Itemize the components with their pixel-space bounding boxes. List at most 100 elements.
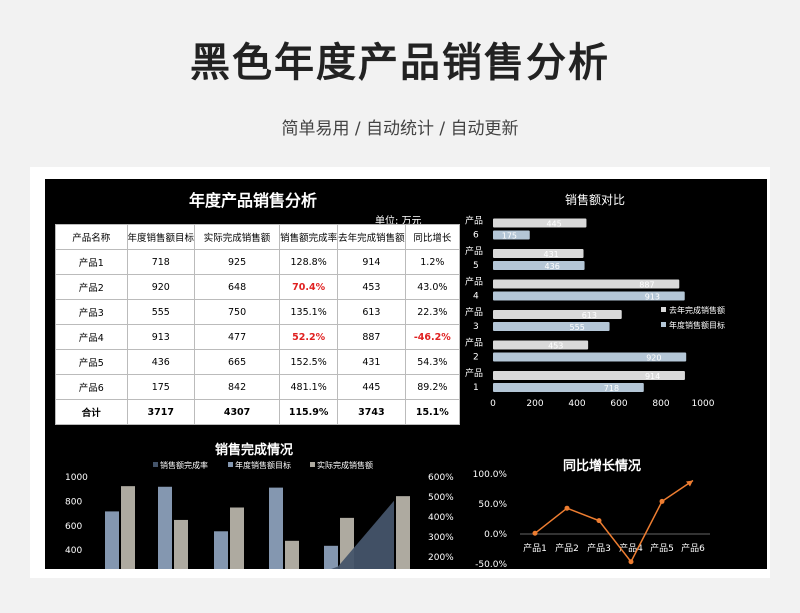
table-row: 产品3 555 750 135.1% 613 22.3%	[55, 299, 461, 325]
y-tick-label-right: 600%	[428, 473, 454, 483]
table-row: 产品5 436 665 152.5% 431 54.3%	[55, 349, 461, 375]
legend-label: 年度销售额目标	[669, 320, 725, 330]
completion-rate-area	[331, 500, 394, 569]
bar	[324, 545, 338, 569]
legend-label: 销售额完成率	[160, 460, 208, 470]
bar-value-label: 887	[639, 281, 654, 290]
bar	[493, 310, 622, 319]
x-tick-label: 产品2	[555, 542, 579, 554]
bar-value-label: 175	[502, 232, 517, 241]
bar	[493, 291, 685, 301]
x-tick-label: 400	[568, 399, 585, 409]
comparison-chart: 产品 1 914 718 产品 2 453 920 产品 3 613 555 产品 4 887 913 产品 5 4…	[465, 215, 725, 410]
bar-value-label: 555	[570, 323, 585, 332]
total-row: 合计 3717 4307 115.9% 3743 15.1%	[55, 399, 461, 425]
growth-line	[534, 479, 694, 564]
data-point	[596, 518, 602, 524]
bar-value-label: 436	[545, 262, 560, 271]
category-label: 1	[473, 383, 479, 393]
bar	[493, 279, 680, 289]
x-tick-label: 800	[652, 399, 669, 409]
x-tick-label: 200	[526, 399, 543, 409]
legend-swatch	[153, 462, 158, 467]
table-row: 产品2 920 648 70.4% 453 43.0%	[55, 274, 461, 300]
y-tick-label-right: 300%	[428, 533, 454, 543]
bar	[493, 352, 687, 362]
bar	[493, 371, 685, 380]
y-tick-label-right: 500%	[428, 493, 454, 503]
bar	[493, 249, 584, 258]
table-cell: 453	[337, 274, 406, 300]
column-header: 实际完成销售额	[194, 224, 281, 250]
data-point	[532, 530, 538, 536]
y-tick-label: 800	[65, 497, 82, 507]
legend-swatch	[228, 462, 233, 467]
table-cell: 15.1%	[404, 399, 461, 425]
y-tick-label: 50.0%	[478, 500, 507, 510]
category-label: 产品	[465, 245, 483, 257]
y-tick-label: 100.0%	[473, 470, 508, 480]
category-label: 产品	[465, 367, 483, 379]
table-cell: 4307	[194, 399, 281, 425]
bar-value-label: 913	[645, 293, 660, 302]
table-cell: 750	[194, 299, 281, 325]
bar-value-label: 718	[604, 384, 619, 393]
legend-swatch	[661, 307, 666, 312]
legend-label: 实际完成销售额	[317, 460, 373, 470]
sales-table: 产品名称 年度销售额目标 实际完成销售额 销售额完成率 去年完成销售额 同比增长 产品1 7…	[55, 224, 461, 425]
y-tick-label: 1000	[65, 473, 88, 483]
y-tick-label: 0.0%	[484, 530, 507, 540]
column-header: 销售额完成率	[279, 224, 339, 250]
y-tick-label: -50.0%	[475, 560, 507, 569]
x-tick-label: 产品3	[587, 542, 611, 554]
bar-value-label: 914	[645, 372, 660, 381]
table-row: 产品1 718 925 128.8% 914 1.2%	[55, 249, 461, 275]
bar	[269, 487, 283, 569]
bar	[493, 261, 585, 270]
table-cell: 产品1	[55, 249, 128, 275]
column-header: 产品名称	[55, 224, 128, 250]
bar-value-label: 453	[548, 342, 563, 351]
bar-value-label: 613	[582, 311, 597, 320]
category-label: 产品	[465, 215, 483, 227]
unit-label: 单位: 万元	[375, 216, 422, 227]
column-header: 年度销售额目标	[126, 224, 196, 250]
column-header: 去年完成销售额	[337, 224, 406, 250]
bar	[493, 383, 644, 392]
table-cell: 产品6	[55, 374, 128, 400]
category-label: 3	[473, 322, 479, 332]
category-label: 6	[473, 231, 479, 241]
line-arrow	[686, 480, 693, 487]
y-tick-label-right: 200%	[428, 553, 454, 563]
category-label: 2	[473, 353, 479, 363]
table-cell: 914	[337, 249, 406, 275]
bar	[493, 322, 610, 331]
category-label: 产品	[465, 306, 483, 318]
legend-swatch	[661, 322, 666, 327]
x-tick-label: 600	[610, 399, 627, 409]
bar	[121, 486, 135, 569]
table-cell: 128.8%	[279, 249, 339, 275]
category-label: 4	[473, 292, 479, 302]
bar	[158, 486, 172, 569]
table-cell: 115.9%	[279, 399, 339, 425]
bar	[285, 540, 299, 569]
table-cell: 477	[194, 324, 281, 350]
page-subtitle: 简单易用 / 自动统计 / 自动更新	[281, 119, 519, 139]
table-cell: 1.2%	[404, 249, 461, 275]
y-tick-label: 400	[65, 546, 82, 556]
table-cell: 产品4	[55, 324, 128, 350]
table-cell: 产品5	[55, 349, 128, 375]
table-cell: 3743	[337, 399, 406, 425]
bar	[493, 218, 587, 228]
comparison-chart-title: 销售额对比	[565, 193, 626, 207]
x-tick-label: 1000	[692, 399, 715, 409]
table-cell: 481.1%	[279, 374, 339, 400]
bar-value-label: 920	[646, 354, 661, 363]
sheet-title: 年度产品销售分析	[189, 191, 318, 210]
legend-label: 去年完成销售额	[669, 305, 725, 315]
table-cell: 842	[194, 374, 281, 400]
bar-value-label: 431	[544, 250, 559, 259]
data-point	[628, 559, 634, 565]
column-header: 同比增长	[404, 224, 461, 250]
